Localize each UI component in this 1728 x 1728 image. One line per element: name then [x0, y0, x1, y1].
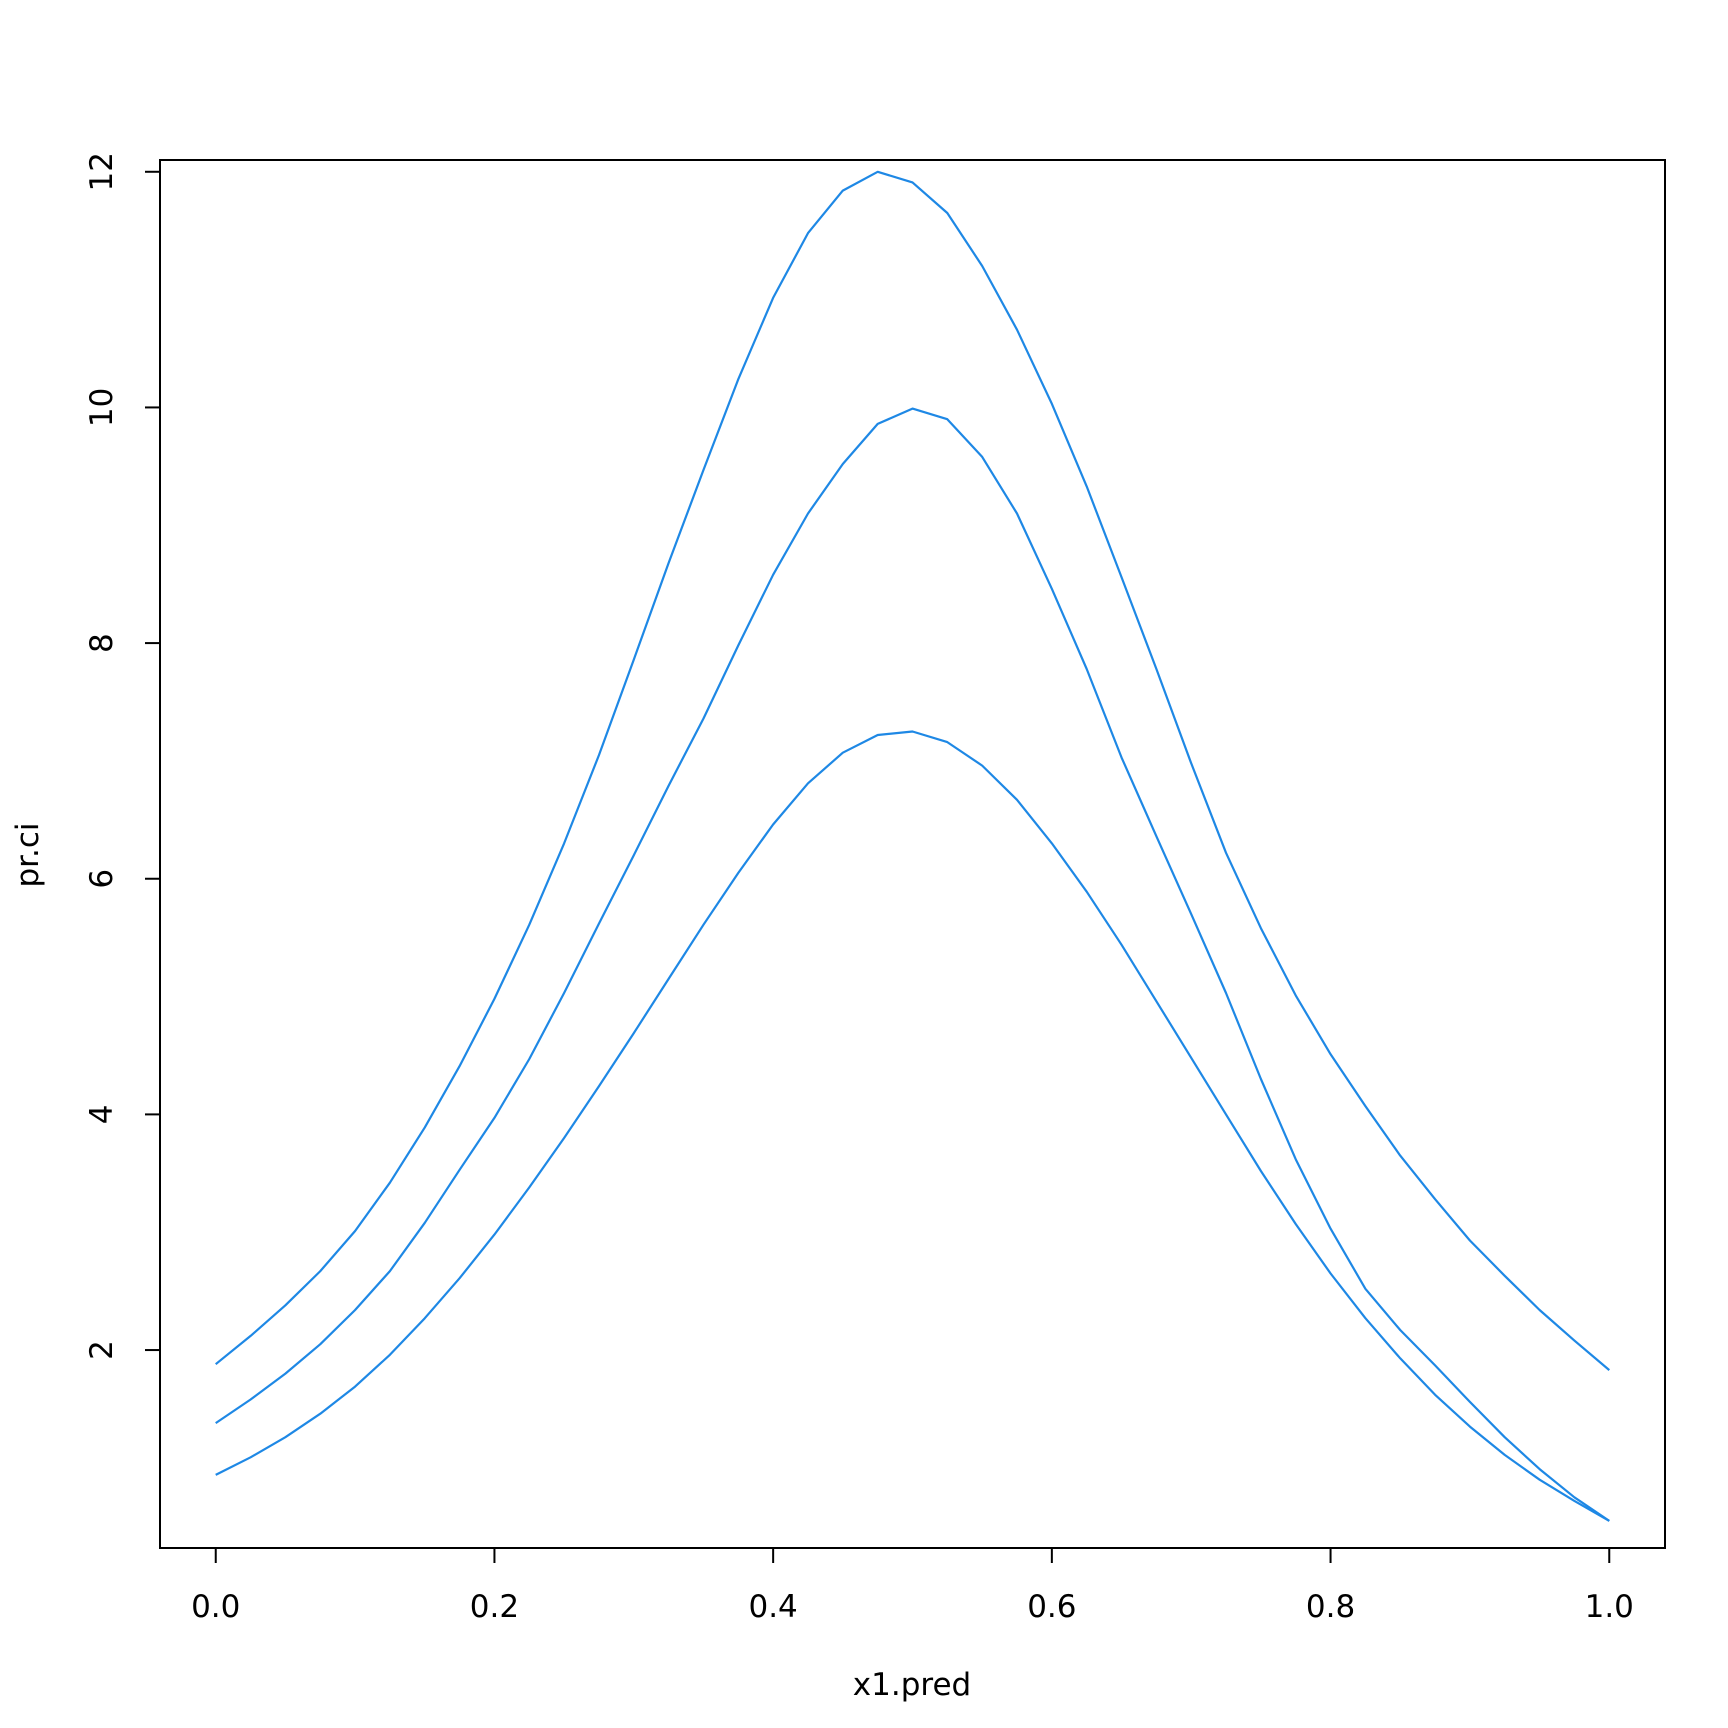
y-tick-label: 2 [84, 1340, 120, 1360]
x-axis-title: x1.pred [853, 1667, 971, 1703]
y-tick-label: 4 [84, 1105, 120, 1125]
series-line-2 [215, 407, 1610, 1522]
y-tick-label: 10 [84, 388, 120, 427]
series-line-1 [215, 170, 1611, 1371]
x-tick-label: 0.4 [748, 1589, 797, 1625]
y-axis-title: pr.ci [10, 822, 46, 887]
x-tick-label: 0.6 [1027, 1589, 1076, 1625]
x-tick-label: 0.2 [470, 1589, 519, 1625]
plot-frame [159, 159, 1666, 1549]
y-tick-label: 6 [84, 869, 120, 889]
y-tick-label: 12 [84, 152, 120, 191]
x-axis: 0.0 0.2 0.4 0.6 0.8 1.0 [191, 1547, 1634, 1625]
x-tick-label: 0.0 [191, 1589, 240, 1625]
x-tick-label: 1.0 [1585, 1589, 1634, 1625]
series-line-3 [215, 730, 1610, 1522]
y-tick-label: 8 [84, 633, 120, 653]
series-group [215, 170, 1611, 1522]
x-tick-label: 0.8 [1306, 1589, 1355, 1625]
y-axis: 2 4 6 8 10 12 [84, 152, 161, 1360]
